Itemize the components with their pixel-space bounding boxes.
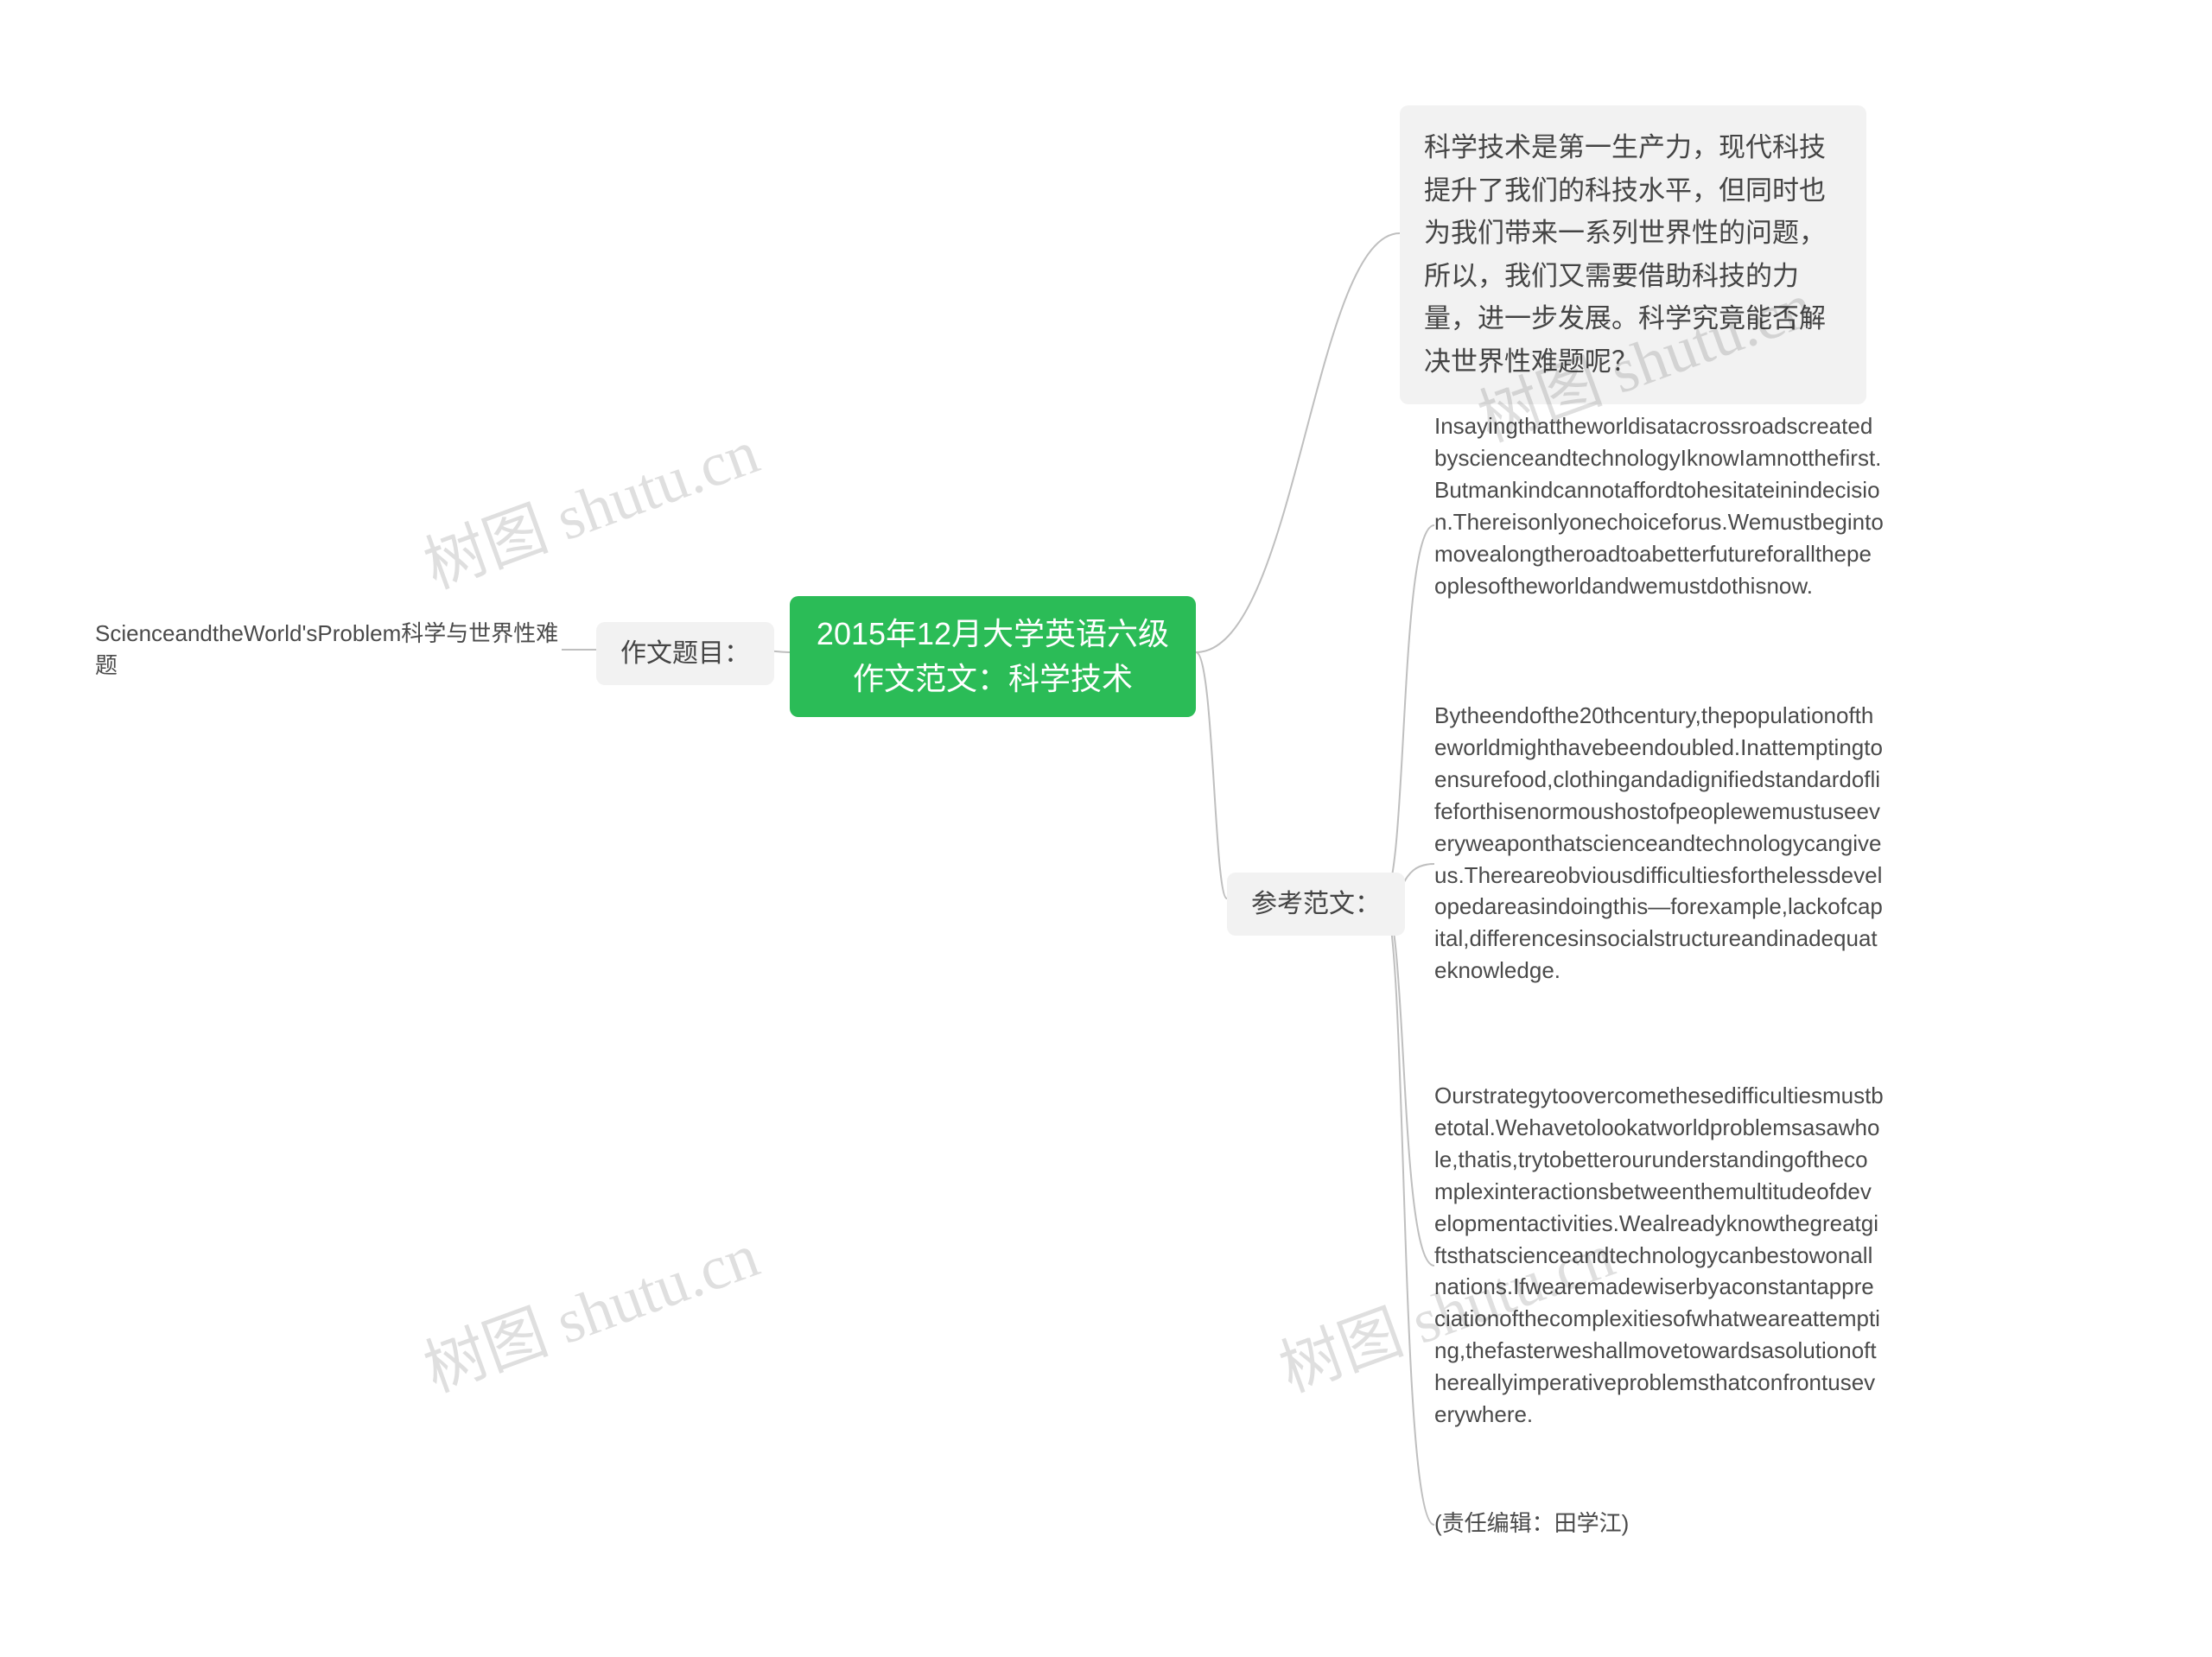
reference-label-chip[interactable]: 参考范文： <box>1227 873 1405 936</box>
topic-label-text: 作文题目： <box>620 639 750 668</box>
root-line2: 作文范文：科学技术 <box>853 661 1133 696</box>
topic-leaf: ScienceandtheWorld'sProblem科学与世界性难题 <box>95 618 562 682</box>
intro-box[interactable]: 科学技术是第一生产力，现代科技提升了我们的科技水平，但同时也为我们带来一系列世界… <box>1400 105 1866 404</box>
root-line1: 2015年12月大学英语六级 <box>817 616 1169 651</box>
paragraph-4: (责任编辑：田学江) <box>1434 1508 1780 1540</box>
root-node[interactable]: 2015年12月大学英语六级 作文范文：科学技术 <box>790 596 1196 717</box>
paragraph-1: Insayingthattheworldisatacrossroadscreat… <box>1434 410 1884 601</box>
topic-leaf-text: ScienceandtheWorld'sProblem科学与世界性难题 <box>95 620 558 678</box>
paragraph-2: Bytheendofthe20thcentury,thepopulationof… <box>1434 700 1884 987</box>
intro-text: 科学技术是第一生产力，现代科技提升了我们的科技水平，但同时也为我们带来一系列世界… <box>1424 132 1826 377</box>
mindmap-canvas: 2015年12月大学英语六级 作文范文：科学技术 作文题目： Sciencean… <box>0 0 2212 1657</box>
reference-label-text: 参考范文： <box>1251 890 1381 918</box>
paragraph-3: Ourstrategytoovercomethesedifficultiesmu… <box>1434 1080 1884 1431</box>
topic-label-chip[interactable]: 作文题目： <box>596 622 774 685</box>
